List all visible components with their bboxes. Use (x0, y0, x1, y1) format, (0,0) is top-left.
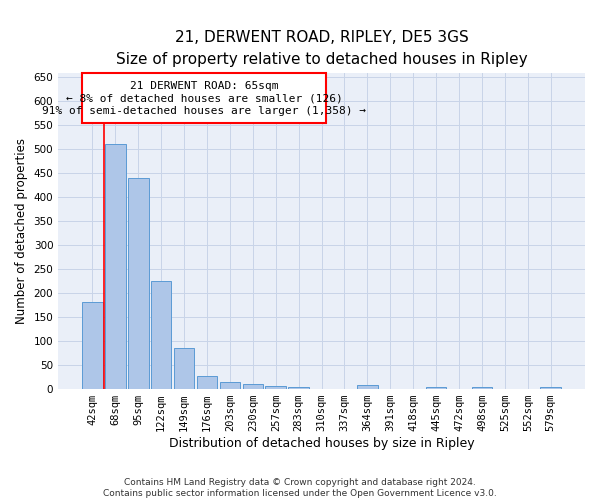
Bar (426, 386, 446, 389)
Text: 21 DERWENT ROAD: 65sqm: 21 DERWENT ROAD: 65sqm (130, 81, 278, 91)
Text: ← 8% of detached houses are smaller (126): ← 8% of detached houses are smaller (126… (66, 93, 343, 103)
Bar (220, 382, 240, 389)
Bar (242, 384, 263, 389)
X-axis label: Distribution of detached houses by size in Ripley: Distribution of detached houses by size … (169, 437, 475, 450)
Title: 21, DERWENT ROAD, RIPLEY, DE5 3GS
Size of property relative to detached houses i: 21, DERWENT ROAD, RIPLEY, DE5 3GS Size o… (116, 30, 527, 67)
Bar (541, 386, 561, 389)
Bar (289, 386, 309, 389)
Bar (105, 144, 125, 389)
Bar (174, 348, 194, 389)
Bar (82, 74, 326, 123)
Text: 91% of semi-detached houses are larger (1,358) →: 91% of semi-detached houses are larger (… (42, 106, 366, 116)
Text: Contains HM Land Registry data © Crown copyright and database right 2024.
Contai: Contains HM Land Registry data © Crown c… (103, 478, 497, 498)
Bar (472, 386, 493, 389)
Bar (197, 376, 217, 389)
Bar (82, 302, 103, 389)
Bar (151, 281, 172, 389)
Y-axis label: Number of detached properties: Number of detached properties (15, 138, 28, 324)
Bar (357, 385, 378, 389)
Bar (128, 178, 149, 389)
Bar (265, 386, 286, 389)
